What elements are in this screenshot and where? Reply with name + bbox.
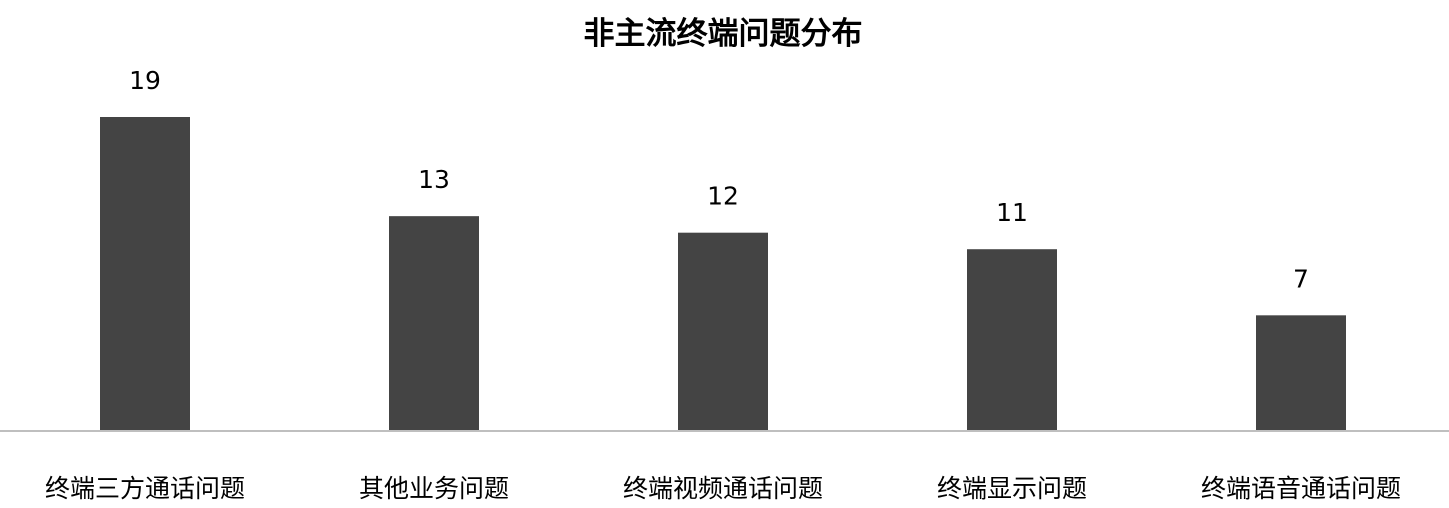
data-label: 19 [129, 66, 161, 95]
data-label: 13 [418, 165, 450, 194]
data-label: 7 [1293, 264, 1309, 293]
data-label: 11 [996, 198, 1028, 227]
bar [100, 117, 190, 431]
category-label: 终端视频通话问题 [623, 474, 823, 503]
chart-title: 非主流终端问题分布 [584, 16, 863, 52]
category-label: 其他业务问题 [359, 474, 509, 503]
bar [1256, 315, 1346, 431]
category-label: 终端显示问题 [937, 474, 1087, 503]
bar [389, 216, 479, 431]
category-label: 终端三方通话问题 [45, 474, 245, 503]
category-label: 终端语音通话问题 [1201, 474, 1401, 503]
bar [967, 249, 1057, 431]
data-label: 12 [707, 182, 739, 211]
bar [678, 232, 768, 431]
